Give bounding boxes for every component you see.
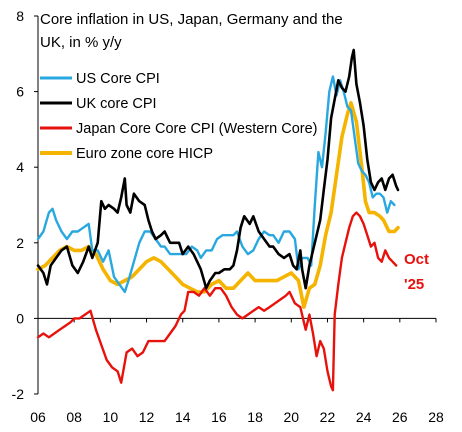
x-tick-label: 20 bbox=[283, 409, 299, 425]
y-tick-label: 0 bbox=[16, 310, 24, 326]
legend-label: Japan Core Core CPI (Western Core) bbox=[76, 121, 318, 137]
x-tick-label: 24 bbox=[356, 409, 372, 425]
x-tick-label: 10 bbox=[103, 409, 119, 425]
x-tick-label: 08 bbox=[66, 409, 82, 425]
x-tick-label: 16 bbox=[211, 409, 227, 425]
legend: US Core CPI UK core CPI Japan Core Core CP… bbox=[40, 71, 318, 162]
x-tick-label: 26 bbox=[392, 409, 408, 425]
series-line-0 bbox=[36, 75, 396, 294]
x-tick-label: 12 bbox=[139, 409, 155, 425]
legend-label: UK core CPI bbox=[76, 96, 157, 112]
annotation-line-1: Oct bbox=[404, 251, 429, 268]
x-tick-label: 22 bbox=[320, 409, 336, 425]
series-line-2 bbox=[36, 211, 398, 392]
title-line-2: UK, in % y/y bbox=[40, 34, 122, 51]
series-line-3 bbox=[36, 101, 400, 309]
y-tick-label: 8 bbox=[16, 8, 24, 24]
chart-title: Core inflation in US, Japan, Germany and… bbox=[40, 11, 343, 51]
y-tick-label: -2 bbox=[12, 386, 25, 402]
series-line-1 bbox=[36, 48, 400, 290]
legend-label: US Core CPI bbox=[76, 71, 160, 87]
y-tick-label: 4 bbox=[16, 159, 24, 175]
annotation-line-2: '25 bbox=[404, 276, 424, 293]
title-line-1: Core inflation in US, Japan, Germany and… bbox=[40, 11, 343, 28]
x-tick-label: 28 bbox=[428, 409, 444, 425]
y-tick-label: 6 bbox=[16, 84, 24, 100]
x-tick-label: 06 bbox=[30, 409, 46, 425]
y-tick-label: 2 bbox=[16, 235, 24, 251]
x-tick-label: 18 bbox=[247, 409, 263, 425]
x-tick-label: 14 bbox=[175, 409, 191, 425]
legend-label: Euro zone core HICP bbox=[76, 146, 213, 162]
series-layer bbox=[36, 48, 400, 392]
annotation: Oct '25 bbox=[404, 251, 429, 293]
